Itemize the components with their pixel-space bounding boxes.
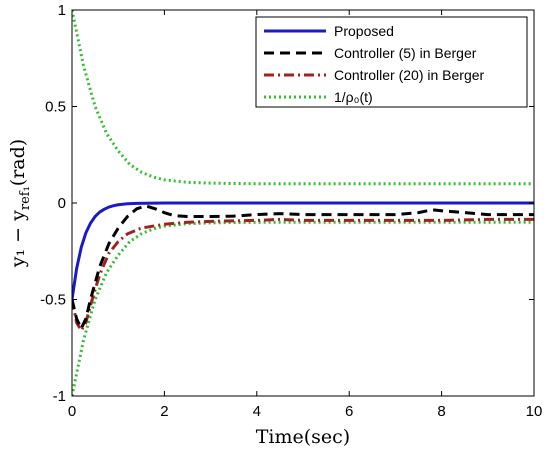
legend-label-controller-20: Controller (20) in Berger — [334, 67, 485, 83]
y-axis-label-main: y₁ − y — [7, 210, 29, 268]
y-tick-label: -0.5 — [40, 292, 66, 309]
y-tick-label: 0 — [58, 195, 66, 212]
legend: Proposed Controller (5) in Berger Contro… — [255, 16, 528, 108]
y-tick-label: -1 — [53, 388, 66, 405]
series-rho-bound-upper — [72, 10, 534, 186]
series-controller-5 — [72, 204, 534, 330]
x-tick-label: 0 — [68, 403, 76, 420]
legend-label-controller-5: Controller (5) in Berger — [334, 45, 477, 61]
x-tick-label: 6 — [345, 403, 353, 420]
y-tick-label: 0.5 — [45, 99, 66, 116]
series-proposed — [72, 201, 534, 300]
x-tick-label: 2 — [160, 403, 168, 420]
series-controller-20 — [72, 217, 534, 332]
legend-label-rho-bound: 1/ρ₀(t) — [334, 89, 373, 105]
x-tick-label: 10 — [526, 403, 543, 420]
series-rho-bound-lower — [72, 220, 534, 396]
x-axis-label: Time(sec) — [256, 426, 350, 448]
y-tick-label: 1 — [58, 2, 66, 19]
y-axis-label-sub: ref₁ — [18, 186, 33, 210]
ticks-layer: 0 2 4 6 8 10 -1 -0.5 0 0.5 1 — [40, 2, 542, 420]
x-tick-label: 4 — [253, 403, 261, 420]
legend-label-proposed: Proposed — [334, 23, 394, 39]
x-tick-label: 8 — [437, 403, 445, 420]
series-layer — [72, 10, 534, 396]
y-axis-label: y₁ − yref₁(rad) — [7, 139, 33, 268]
y-axis-label-tail: (rad) — [7, 139, 29, 186]
